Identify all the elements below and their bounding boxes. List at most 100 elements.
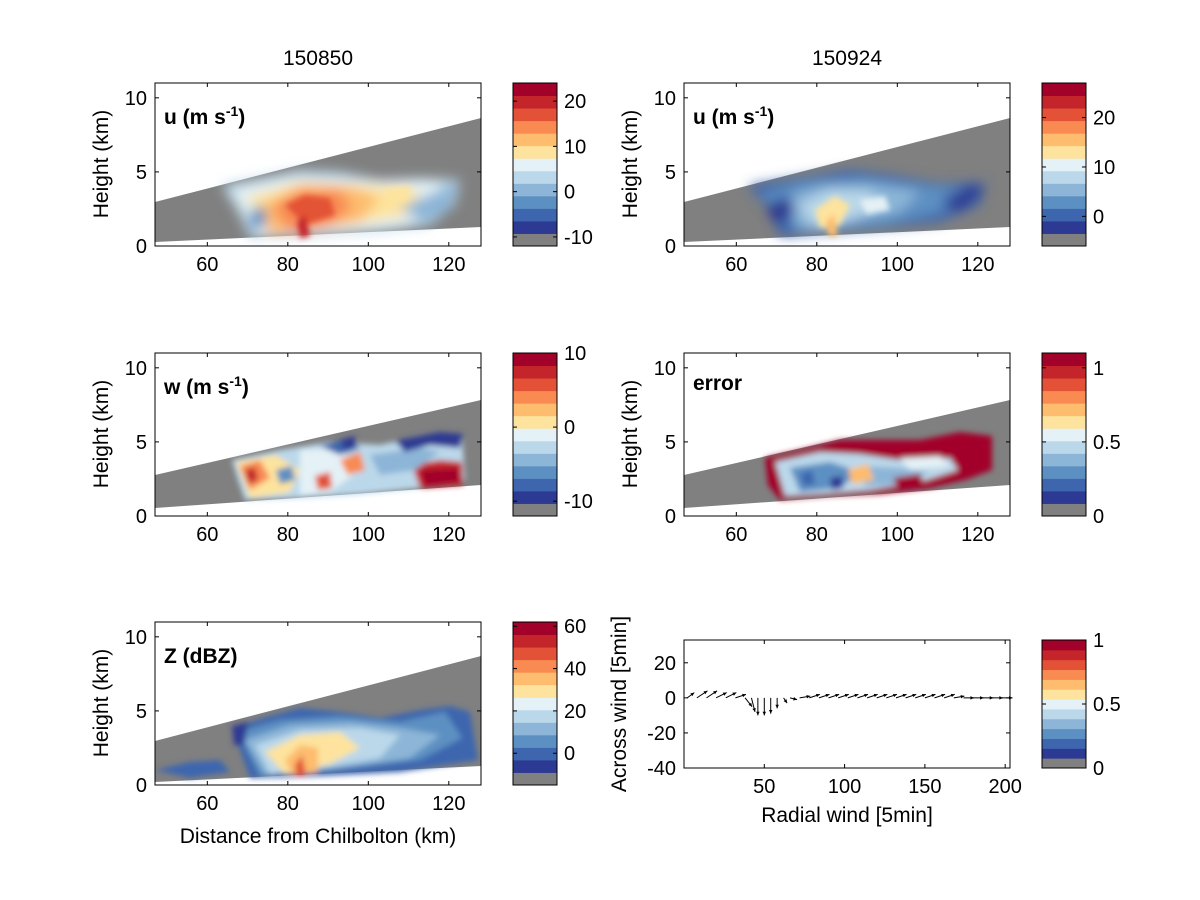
u-left-colorbar-bin xyxy=(513,170,557,184)
error-right-colorbar-bin xyxy=(1042,390,1086,404)
z-left-colorbar-bin xyxy=(513,759,557,773)
u-left-colorbar: 20 10 0 -10 xyxy=(512,82,593,249)
u-right-colorbar-bin xyxy=(1042,170,1086,184)
quiver-arrows xyxy=(686,690,1013,716)
u-right-colorbar-bin xyxy=(1042,95,1086,109)
z-left-colorbar-tick-label: 60 xyxy=(564,616,586,638)
u-left-colorbar-tick-label: -10 xyxy=(564,227,593,249)
quiver-arrow xyxy=(934,693,946,699)
panel-u-right-frame xyxy=(683,82,1011,247)
w-left-colorbar-tick-label: 10 xyxy=(564,343,586,365)
u-left-ytick-label: 0 xyxy=(136,236,147,258)
u-right-colorbar-tick-label: 20 xyxy=(1093,108,1115,130)
w-left-colorbar-frame xyxy=(512,352,558,517)
quiver-arrow xyxy=(886,693,898,699)
error-right-colorbar-bin xyxy=(1042,415,1086,429)
error-right-colorbar-bin xyxy=(1042,478,1086,492)
z-left-xtick-label: 100 xyxy=(352,793,385,815)
quiver-right-colorbar-bin xyxy=(1042,679,1086,690)
w-left-colorbar-bin xyxy=(513,390,557,404)
error-right-colorbar-bin xyxy=(1042,378,1086,392)
quiver-right-colorbar-bin xyxy=(1042,640,1086,651)
error-right-colorbar-tick-label: 1 xyxy=(1093,358,1104,380)
z-left-colorbar-bin xyxy=(513,622,557,636)
u-right-ytick-label: 0 xyxy=(665,236,676,258)
u-right-xtick-label: 80 xyxy=(806,254,828,276)
u-left-colorbar-bin xyxy=(513,95,557,109)
quiver-right-colorbar-bin xyxy=(1042,738,1086,749)
u-right-colorbar-bin xyxy=(1042,208,1086,222)
panel-u-left-label: u (m s-1) xyxy=(164,103,245,129)
quiver-arrow xyxy=(750,697,756,713)
u-right-colorbar-bin xyxy=(1042,145,1086,159)
z-left-colorbar-bin-nodata xyxy=(513,772,557,785)
quiver-right-ytick-label: 20 xyxy=(654,653,676,675)
z-left-colorbar-bin xyxy=(513,659,557,673)
panel-u-right: u (m s-1) Height (km) xyxy=(619,82,1011,247)
quiver-right-xtick-label: 50 xyxy=(753,776,775,798)
w-left-xtick-label: 100 xyxy=(352,524,385,546)
panel-w-left: w (m s-1) Height (km) xyxy=(90,352,482,517)
w-left-colorbar-bin xyxy=(513,378,557,392)
error-right-colorbar-bin-nodata xyxy=(1042,503,1086,516)
quiver-arrow xyxy=(857,693,869,699)
z-left-colorbar-bin xyxy=(513,709,557,723)
quiver-arrow xyxy=(982,696,994,700)
panel-u-left: u (m s-1) Height (km) xyxy=(90,82,482,247)
quiver-arrow xyxy=(828,693,840,699)
panel-w-left-label: w (m s-1) xyxy=(163,373,249,399)
w-left-colorbar: 10 0 -10 xyxy=(512,343,593,517)
w-left-colorbar-bin xyxy=(513,428,557,442)
quiver-right-colorbar-bin xyxy=(1042,669,1086,680)
u-left-colorbar-frame xyxy=(512,82,558,247)
u-right-colorbar-bin xyxy=(1042,83,1086,97)
u-left-colorbar-bin-nodata xyxy=(513,233,557,246)
w-left-colorbar-bin xyxy=(513,440,557,454)
quiver-arrow xyxy=(756,697,760,716)
panel-error-right-label: error xyxy=(693,372,742,395)
quiver-right-ytick-label: 0 xyxy=(665,688,676,710)
error-right-colorbar-bin xyxy=(1042,453,1086,467)
error-right-colorbar-bin xyxy=(1042,403,1086,417)
quiver-right-colorbar-bin xyxy=(1042,649,1086,661)
quiver-arrow xyxy=(735,693,747,699)
quiver-arrow xyxy=(725,692,737,699)
quiver-arrow xyxy=(895,693,907,699)
u-right-colorbar-bin-nodata xyxy=(1042,233,1086,246)
quiver-right-colorbar: 10.50 xyxy=(1041,630,1121,780)
quiver-arrow xyxy=(696,690,708,699)
z-left-colorbar-bin xyxy=(513,634,557,648)
u-right-xtick-label: 100 xyxy=(881,254,914,276)
error-right-colorbar: 10.50 xyxy=(1041,352,1121,528)
panel-u-left-frame xyxy=(154,82,482,247)
w-left-ytick-label: 5 xyxy=(136,432,147,454)
error-right-xtick-label: 120 xyxy=(961,524,994,546)
z-left-ytick-label: 5 xyxy=(136,701,147,723)
z-left-xtick-label: 80 xyxy=(277,793,299,815)
u-left-ytick-label: 5 xyxy=(136,162,147,184)
error-right-colorbar-tick-label: 0 xyxy=(1093,506,1104,528)
w-left-colorbar-bin xyxy=(513,465,557,479)
quiver-right-colorbar-bin xyxy=(1042,659,1086,671)
u-right-colorbar-bin xyxy=(1042,120,1086,134)
w-left-ytick-label: 0 xyxy=(136,506,147,528)
u-left-colorbar-bin xyxy=(513,83,557,97)
u-left-colorbar-bin xyxy=(513,133,557,147)
u-left-xtick-label: 60 xyxy=(196,254,218,276)
quiver-arrow xyxy=(715,692,727,699)
quiver-arrow xyxy=(783,697,788,704)
error-right-colorbar-frame xyxy=(1041,352,1087,517)
panel-w-left-field xyxy=(155,400,481,508)
z-left-colorbar-bin xyxy=(513,722,557,736)
quiver-right-colorbar-bin xyxy=(1042,728,1086,739)
u-right-colorbar-bin xyxy=(1042,183,1086,197)
quiver-arrow xyxy=(992,696,1003,700)
error-right-colorbar-bin xyxy=(1042,353,1086,367)
error-right-xtick-label: 80 xyxy=(806,524,828,546)
u-left-colorbar-bin xyxy=(513,220,557,234)
quiver-arrow xyxy=(953,694,965,699)
w-left-colorbar-bin xyxy=(513,453,557,467)
u-left-xtick-label: 120 xyxy=(432,254,465,276)
quiver-right-colorbar-bin xyxy=(1042,718,1086,730)
quiver-arrow xyxy=(847,693,859,699)
